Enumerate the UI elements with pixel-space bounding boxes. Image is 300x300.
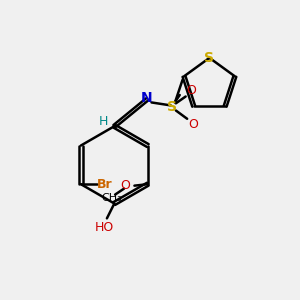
Text: O: O — [187, 84, 196, 97]
Text: CH₃: CH₃ — [102, 193, 122, 202]
Text: O: O — [121, 179, 130, 192]
Text: N: N — [141, 91, 153, 105]
Text: H: H — [99, 115, 109, 128]
Text: O: O — [188, 118, 198, 131]
Text: S: S — [167, 100, 177, 114]
Text: S: S — [204, 51, 214, 65]
Text: Br: Br — [97, 178, 112, 191]
Text: HO: HO — [94, 221, 114, 234]
